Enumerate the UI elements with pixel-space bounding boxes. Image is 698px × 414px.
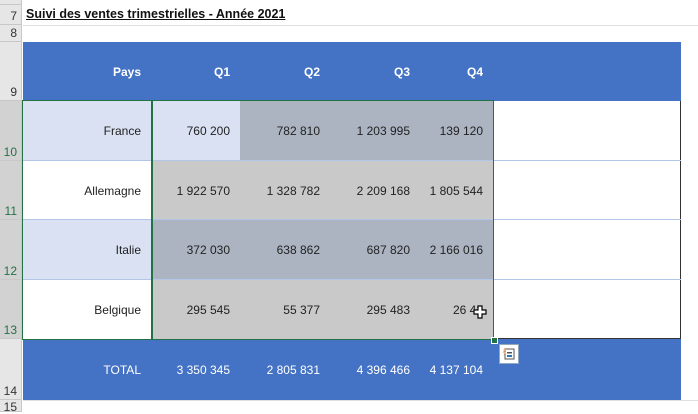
cell-allemagne-q2[interactable]: 1 328 782	[240, 161, 330, 220]
header-empty[interactable]	[493, 42, 681, 101]
cell-allemagne-empty[interactable]	[493, 161, 681, 220]
row-header-11[interactable]: 11	[0, 161, 22, 220]
cell-belgique-q2[interactable]: 55 377	[240, 280, 330, 339]
cell-italie-empty[interactable]	[493, 220, 681, 280]
fill-handle[interactable]	[491, 337, 498, 344]
quick-analysis-button[interactable]	[499, 344, 519, 364]
cell-italie-q3[interactable]: 687 820	[330, 220, 420, 280]
cell-france-empty[interactable]	[493, 101, 681, 161]
sheet-title[interactable]: Suivi des ventes trimestrielles - Année …	[26, 7, 286, 21]
row-divider	[23, 219, 681, 220]
gridline	[23, 25, 698, 26]
cell-france-q3[interactable]: 1 203 995	[330, 101, 420, 161]
row-header-12[interactable]: 12	[0, 220, 22, 280]
total-q3[interactable]: 4 396 466	[330, 339, 420, 400]
cell-italie-q1[interactable]: 372 030	[151, 220, 240, 280]
cell-belgique-empty[interactable]	[493, 280, 681, 339]
country-france[interactable]: France	[23, 101, 151, 161]
header-q3[interactable]: Q3	[330, 42, 420, 101]
row-header-6[interactable]	[0, 0, 22, 5]
cell-allemagne-q4[interactable]: 1 805 544	[420, 161, 493, 220]
total-empty[interactable]	[493, 339, 681, 400]
row-header-8[interactable]: 8	[0, 25, 22, 42]
cell-italie-q4[interactable]: 2 166 016	[420, 220, 493, 280]
row-header-7[interactable]: 7	[0, 5, 22, 25]
cell-france-q1[interactable]: 760 200	[151, 101, 240, 161]
total-q2[interactable]: 2 805 831	[240, 339, 330, 400]
header-q4[interactable]: Q4	[420, 42, 493, 101]
row-header-10[interactable]: 10	[0, 101, 22, 161]
row-header-9[interactable]: 9	[0, 42, 22, 101]
gridline	[23, 400, 698, 401]
crosshair-cursor-icon	[473, 305, 487, 319]
cell-italie-q2[interactable]: 638 862	[240, 220, 330, 280]
header-q2[interactable]: Q2	[240, 42, 330, 101]
header-pays[interactable]: Pays	[23, 42, 151, 101]
row-header-13[interactable]: 13	[0, 280, 22, 339]
total-q1[interactable]: 3 350 345	[151, 339, 240, 400]
row-divider	[23, 160, 681, 161]
cell-france-q4[interactable]: 139 120	[420, 101, 493, 161]
cell-belgique-q3[interactable]: 295 483	[330, 280, 420, 339]
header-q1[interactable]: Q1	[151, 42, 240, 101]
country-belgique[interactable]: Belgique	[23, 280, 151, 339]
row-divider	[23, 279, 681, 280]
row-header-14[interactable]: 14	[0, 339, 22, 400]
cell-allemagne-q3[interactable]: 2 209 168	[330, 161, 420, 220]
quick-analysis-icon	[503, 348, 515, 360]
country-italie[interactable]: Italie	[23, 220, 151, 280]
total-label[interactable]: TOTAL	[23, 339, 151, 400]
row-header-15[interactable]: 15	[0, 400, 22, 414]
cell-belgique-q1[interactable]: 295 545	[151, 280, 240, 339]
cell-france-q2[interactable]: 782 810	[240, 101, 330, 161]
country-allemagne[interactable]: Allemagne	[23, 161, 151, 220]
cell-allemagne-q1[interactable]: 1 922 570	[151, 161, 240, 220]
total-q4[interactable]: 4 137 104	[420, 339, 493, 400]
